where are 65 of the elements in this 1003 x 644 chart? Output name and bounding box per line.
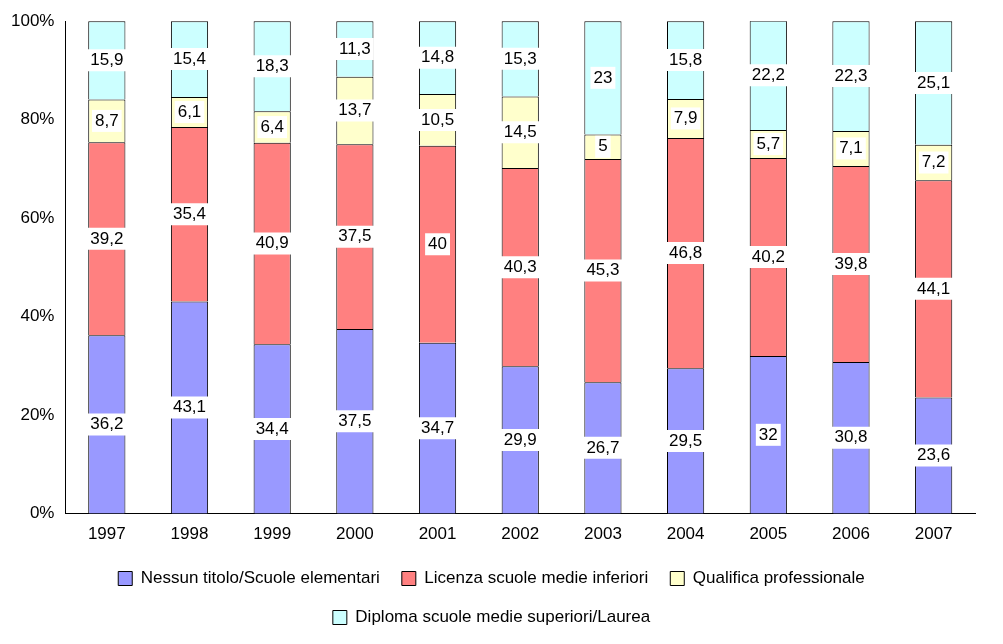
y-tick-label: 20% — [20, 404, 55, 424]
data-label: 40,3 — [503, 256, 537, 276]
data-label: 13,7 — [338, 100, 372, 120]
data-label: 39,8 — [834, 253, 868, 273]
data-label: 14,8 — [421, 47, 455, 67]
data-label: 23 — [593, 67, 613, 87]
data-label: 14,5 — [503, 121, 537, 141]
data-label: 43,1 — [172, 397, 207, 417]
data-label: 15,8 — [669, 49, 703, 69]
data-label: 15,3 — [503, 48, 537, 68]
x-tick-label: 2007 — [914, 524, 953, 544]
data-label: 7,1 — [839, 138, 863, 158]
x-tick-label: 1999 — [253, 524, 292, 544]
x-tick-label: 1997 — [87, 524, 126, 544]
x-tick-label: 2001 — [418, 524, 457, 544]
data-label: 29,5 — [669, 430, 703, 450]
data-label: 34,4 — [255, 418, 289, 438]
data-label: 39,2 — [90, 228, 124, 248]
data-label: 7,9 — [673, 108, 698, 128]
data-label: 40 — [428, 233, 448, 253]
x-tick-label: 1998 — [170, 524, 209, 544]
legend-label: Nessun titolo/Scuole elementari — [140, 568, 380, 588]
data-label: 10,5 — [421, 109, 455, 129]
data-label: 18,3 — [255, 55, 289, 75]
data-label: 34,7 — [421, 417, 455, 437]
x-tick-label: 2006 — [832, 524, 870, 544]
data-label: 23,6 — [917, 445, 951, 465]
data-label: 29,9 — [503, 429, 537, 449]
data-label: 40,2 — [751, 246, 785, 266]
data-label: 45,3 — [586, 260, 620, 280]
data-label: 5,7 — [756, 133, 781, 153]
data-label: 15,4 — [172, 48, 207, 68]
x-tick-label: 2004 — [666, 524, 705, 544]
data-label: 32 — [758, 424, 778, 444]
data-label: 15,9 — [90, 50, 124, 70]
x-tick-label: 2005 — [749, 524, 788, 544]
legend-label: Diploma scuole medie superiori/Laurea — [355, 607, 651, 627]
y-tick-label: 60% — [20, 207, 55, 227]
data-label: 11,3 — [338, 38, 371, 58]
data-label: 22,2 — [751, 65, 785, 85]
x-tick-label: 2000 — [335, 524, 374, 544]
y-tick-label: 0% — [29, 503, 55, 523]
x-tick-label: 2003 — [584, 524, 622, 544]
data-label: 26,7 — [586, 437, 620, 457]
data-label: 37,5 — [338, 226, 372, 246]
data-label: 6,1 — [177, 101, 202, 121]
data-label: 36,2 — [90, 414, 124, 434]
data-label: 25,1 — [917, 72, 951, 92]
y-tick-label: 100% — [11, 10, 55, 30]
data-label: 30,8 — [834, 427, 868, 447]
legend-label: Licenza scuole medie inferiori — [424, 568, 649, 588]
data-label: 6,4 — [260, 116, 285, 136]
data-label: 46,8 — [669, 242, 703, 262]
data-label: 7,2 — [921, 152, 946, 172]
data-label: 44,1 — [917, 278, 951, 298]
data-label: 8,7 — [95, 110, 119, 130]
data-label: 5 — [598, 136, 608, 156]
legend-label: Qualifica professionale — [692, 568, 865, 588]
data-label: 22,3 — [834, 65, 868, 85]
data-label: 40,9 — [255, 233, 289, 253]
data-label: 37,5 — [338, 410, 372, 430]
y-tick-label: 40% — [20, 306, 55, 326]
data-label: 35,4 — [172, 203, 207, 223]
y-tick-label: 80% — [20, 109, 55, 129]
x-tick-label: 2002 — [501, 524, 540, 544]
